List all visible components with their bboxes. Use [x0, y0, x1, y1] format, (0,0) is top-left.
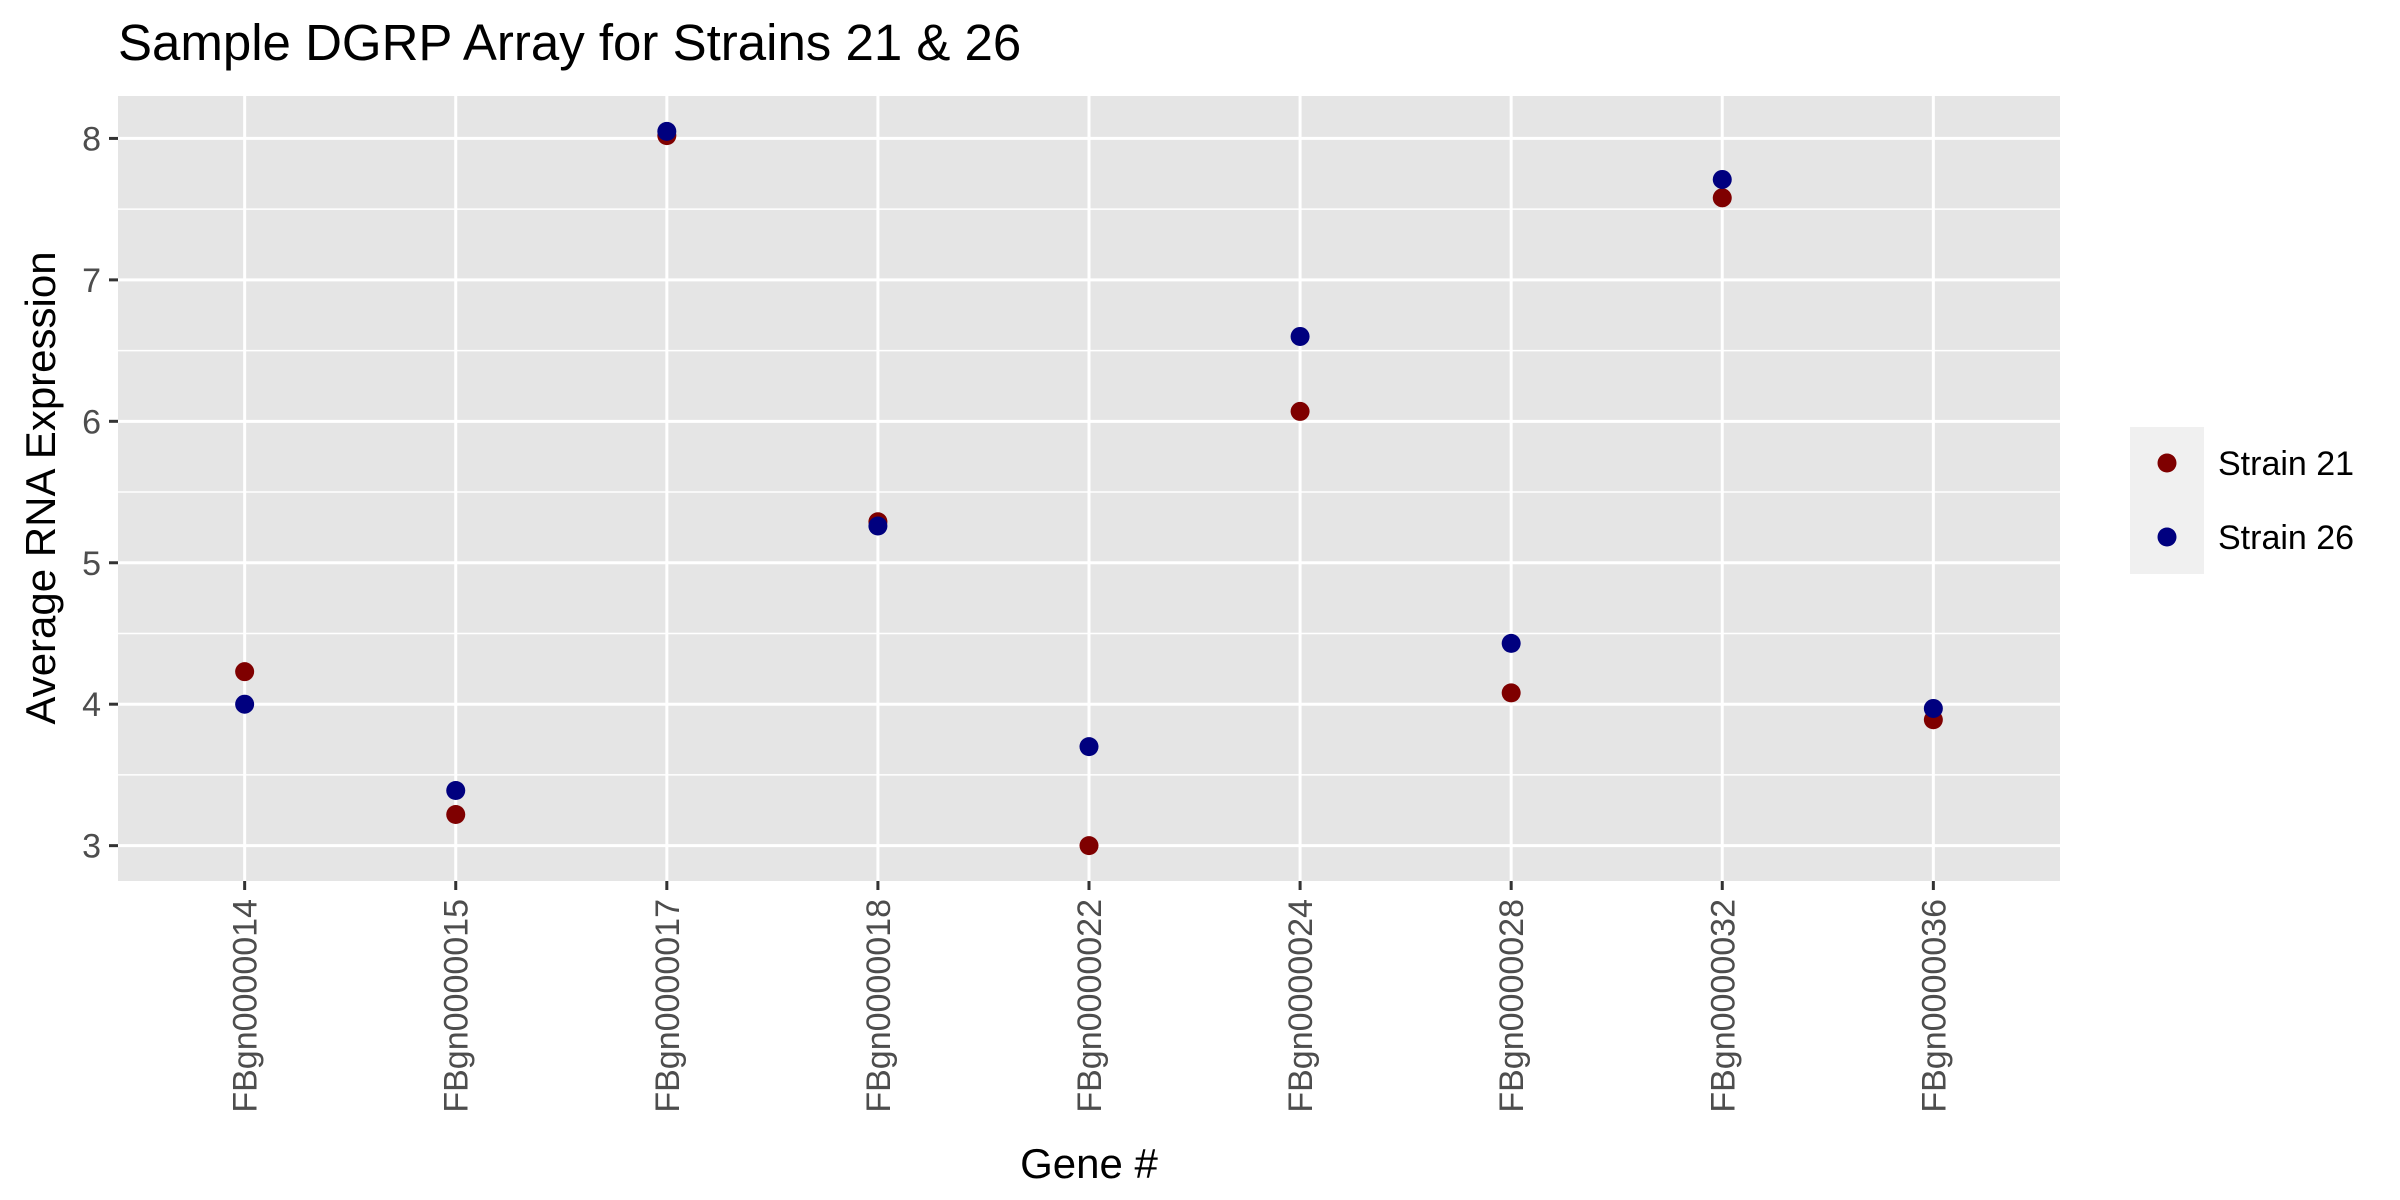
legend-background — [2130, 427, 2204, 574]
y-tick-label: 3 — [82, 828, 101, 866]
data-point — [1501, 633, 1521, 653]
x-tick-label: FBgn0000015 — [438, 899, 476, 1113]
data-point — [1079, 836, 1099, 856]
x-tick-label: FBgn0000018 — [860, 899, 898, 1113]
y-axis: 3 4 5 6 7 8 — [82, 120, 118, 866]
data-point — [235, 662, 255, 682]
data-point — [235, 694, 255, 714]
data-point — [446, 780, 466, 800]
y-axis-title: Average RNA Expression — [17, 251, 64, 724]
legend-key — [2157, 453, 2177, 473]
major-gridlines — [118, 96, 2060, 881]
legend: Strain 21 Strain 26 — [2130, 427, 2354, 574]
data-point — [446, 805, 466, 825]
x-tick-label: FBgn0000017 — [649, 899, 687, 1113]
y-tick-label: 7 — [82, 262, 101, 300]
x-tick-label: FBgn0000036 — [1915, 899, 1953, 1113]
x-tick-label: FBgn0000022 — [1071, 899, 1109, 1113]
x-axis: FBgn0000014 FBgn0000015 FBgn0000017 FBgn000… — [227, 881, 1953, 1113]
legend-label: Strain 26 — [2218, 519, 2354, 557]
data-point — [1290, 326, 1310, 346]
x-tick-label: FBgn0000032 — [1704, 899, 1742, 1113]
x-tick-label: FBgn0000028 — [1493, 899, 1531, 1113]
data-point — [1290, 401, 1310, 421]
data-points — [235, 121, 1943, 856]
data-point — [657, 121, 677, 141]
y-tick-label: 6 — [82, 403, 101, 441]
y-tick-label: 4 — [82, 686, 101, 724]
data-point — [868, 516, 888, 536]
y-tick-label: 5 — [82, 545, 101, 583]
data-point — [1923, 698, 1943, 718]
data-point — [1712, 188, 1732, 208]
data-point — [1079, 737, 1099, 757]
legend-label: Strain 21 — [2218, 445, 2354, 483]
data-point — [1712, 169, 1732, 189]
y-tick-label: 8 — [82, 120, 101, 158]
data-point — [1501, 683, 1521, 703]
x-tick-label: FBgn0000024 — [1282, 899, 1320, 1113]
x-tick-label: FBgn0000014 — [227, 899, 265, 1113]
chart-title: Sample DGRP Array for Strains 21 & 26 — [118, 14, 1021, 71]
x-axis-title: Gene # — [1020, 1140, 1158, 1187]
legend-key — [2157, 527, 2177, 547]
